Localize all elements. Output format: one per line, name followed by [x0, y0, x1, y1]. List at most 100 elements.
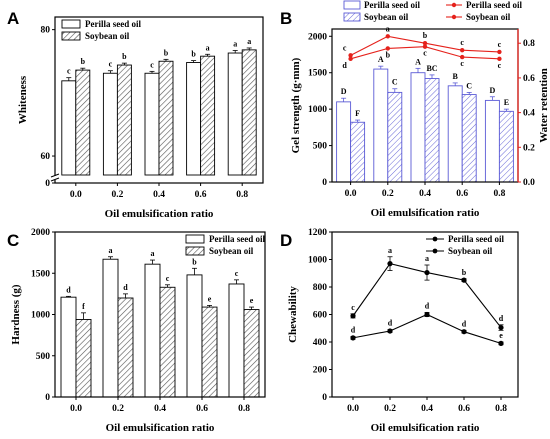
retention-marker [422, 44, 428, 49]
data-marker [424, 311, 430, 318]
panel-letter: C [7, 231, 19, 250]
retention-marker [348, 53, 353, 58]
y-tick-label: 200 [313, 366, 328, 376]
bar-soybean [117, 297, 134, 398]
significance-label: d [351, 326, 356, 335]
legend-label: Soybean oil [209, 246, 254, 256]
data-marker [387, 261, 393, 267]
y-tick-label: 2000 [308, 32, 327, 42]
data-marker [498, 340, 504, 346]
x-tick-label: 0.0 [345, 189, 357, 199]
y-axis-title: Whiteness [17, 75, 29, 124]
bar-perilla [228, 283, 245, 398]
significance-label: d [462, 319, 467, 328]
line-soybean [352, 313, 502, 344]
significance-label: BC [426, 64, 437, 73]
significance-label: c [166, 274, 170, 283]
significance-label: C [466, 81, 472, 90]
significance-label: a [425, 254, 429, 263]
y-tick-label: 0 [45, 393, 50, 403]
significance-label: d [66, 285, 71, 294]
legend-label: Perilla seed oil [364, 0, 420, 10]
bar-perilla [410, 72, 426, 183]
y-axis-title: Chewability [287, 286, 299, 343]
bar-perilla [102, 258, 119, 398]
bar-soybean [75, 319, 92, 398]
x-tick-label: 0.0 [347, 404, 359, 414]
significance-label: d [388, 319, 393, 328]
significance-label: e [499, 331, 503, 340]
y-tick-label: 500 [36, 352, 51, 362]
bar-perilla [186, 274, 203, 398]
data-marker [350, 313, 356, 319]
y-right-tick-label: 0.0 [523, 178, 535, 188]
bar-perilla [336, 101, 352, 183]
significance-label: d [499, 314, 504, 323]
legend-label: Perilla seed oil [85, 19, 141, 29]
legend-label: Perilla seed oil [466, 0, 522, 10]
retention-marker [422, 41, 428, 46]
y-tick-label: 500 [313, 142, 328, 152]
legend-label: Perilla seed oil [448, 234, 504, 244]
legend-swatch-marker [432, 236, 438, 242]
significance-label: b [192, 257, 197, 266]
significance-label: b [386, 50, 391, 59]
axis-break-mark [50, 173, 60, 182]
y-tick-label: 2000 [31, 228, 50, 238]
y-axis-title: Hardness (g) [10, 284, 22, 345]
retention-marker [385, 46, 390, 51]
significance-label: d [342, 61, 347, 70]
legend-swatch [343, 12, 361, 22]
x-tick-label: 0.2 [382, 189, 394, 199]
significance-label: F [355, 109, 360, 118]
legend-label: Soybean oil [364, 12, 409, 22]
x-tick-label: 0.4 [421, 404, 433, 414]
bar-soybean [158, 60, 174, 176]
significance-label: A [415, 57, 421, 66]
data-marker [461, 329, 467, 335]
x-axis-title: Oil emulsification ratio [106, 422, 215, 434]
y-tick-label: 400 [313, 338, 328, 348]
significance-label: c [109, 60, 113, 69]
bar-soybean [424, 78, 440, 183]
significance-label: B [453, 72, 459, 81]
y-tick-label: 1500 [31, 269, 50, 279]
y-tick-label: 1000 [308, 256, 327, 266]
y-right-tick-label: 0.2 [523, 143, 535, 153]
y-tick-label: 0 [45, 179, 50, 189]
significance-label: e [250, 296, 254, 305]
retention-marker [460, 47, 465, 53]
significance-label: b [462, 268, 467, 277]
x-tick-label: 0.2 [111, 190, 123, 200]
bar-perilla [484, 99, 500, 183]
legend-label: Soybean oil [466, 12, 511, 22]
retention-marker [497, 56, 502, 62]
y-right-tick-label: 0.6 [523, 74, 535, 84]
x-tick-label: 0.4 [153, 190, 165, 200]
significance-label: D [341, 87, 347, 96]
bar-soybean [159, 286, 176, 398]
x-tick-label: 0.2 [112, 404, 124, 414]
bar-soybean [243, 309, 260, 398]
significance-label: b [191, 50, 196, 59]
bar-soybean [75, 69, 91, 176]
y-tick-label: 600 [313, 311, 328, 321]
significance-label: c [351, 303, 355, 312]
x-axis-title: Oil emulsification ratio [371, 422, 480, 434]
significance-label: b [81, 57, 86, 66]
bar-soybean [461, 94, 477, 183]
significance-label: d [123, 283, 128, 292]
significance-label: b [164, 48, 169, 57]
bar-perilla [102, 72, 118, 176]
y-right-axis-title: Water retention [538, 68, 550, 142]
bar-perilla [447, 85, 463, 183]
panel-letter: A [7, 9, 19, 28]
y-right-tick-label: 0.8 [523, 39, 535, 49]
significance-label: C [392, 78, 398, 87]
x-tick-label: 0.2 [384, 404, 396, 414]
y-tick-label: 1000 [308, 105, 327, 115]
data-marker [350, 335, 356, 341]
bar-perilla [60, 296, 77, 398]
significance-label: c [460, 38, 464, 47]
